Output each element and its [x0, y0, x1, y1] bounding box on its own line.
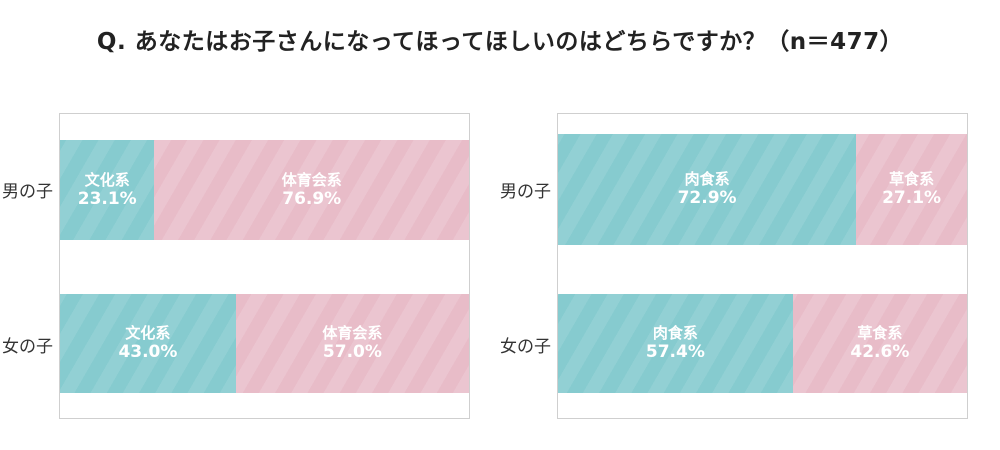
data-label-series: 肉食系	[652, 324, 698, 343]
bar-segment: 草食系 27.1%	[856, 134, 967, 245]
bar-segment: 体育会系 57.0%	[235, 294, 469, 393]
chart-title: Q. あなたはお子さんになってほってほしいのはどちらですか？（n＝477）	[96, 29, 904, 55]
data-label-series: 草食系	[889, 170, 935, 189]
data-label-series: 草食系	[857, 324, 903, 343]
bar-row: 肉食系 57.4% 草食系 42.6%	[558, 294, 967, 393]
category-label-girl-left: 女の子	[2, 337, 53, 357]
data-label-value: 43.0%	[118, 342, 178, 363]
bar-row: 肉食系 72.9% 草食系 27.1%	[558, 134, 967, 245]
data-label-series: 肉食系	[684, 170, 730, 189]
category-label-boy-right: 男の子	[500, 182, 551, 202]
bar-segment: 文化系 43.0%	[60, 294, 236, 393]
data-label-series: 体育会系	[281, 170, 342, 189]
bar-row: 文化系 23.1% 体育会系 76.9%	[60, 140, 469, 240]
data-label-value: 72.9%	[677, 188, 737, 209]
data-label-value: 23.1%	[77, 188, 137, 209]
bar-segment: 体育会系 76.9%	[154, 140, 469, 240]
bar-segment: 草食系 42.6%	[792, 294, 967, 393]
bar-row: 文化系 43.0% 体育会系 57.0%	[60, 294, 469, 393]
data-label-value: 27.1%	[882, 188, 942, 209]
data-label-value: 57.0%	[322, 342, 382, 363]
data-label-series: 文化系	[84, 170, 130, 189]
bar-segment: 文化系 23.1%	[60, 140, 155, 240]
data-label-value: 42.6%	[850, 342, 910, 363]
bar-segment: 肉食系 72.9%	[558, 134, 857, 245]
data-label-value: 76.9%	[282, 188, 342, 209]
data-label-series: 体育会系	[322, 324, 383, 343]
data-label-value: 57.4%	[645, 342, 705, 363]
category-label-boy-left: 男の子	[2, 182, 53, 202]
category-label-girl-right: 女の子	[500, 337, 551, 357]
bar-segment: 肉食系 57.4%	[558, 294, 793, 393]
data-label-series: 文化系	[125, 324, 171, 343]
